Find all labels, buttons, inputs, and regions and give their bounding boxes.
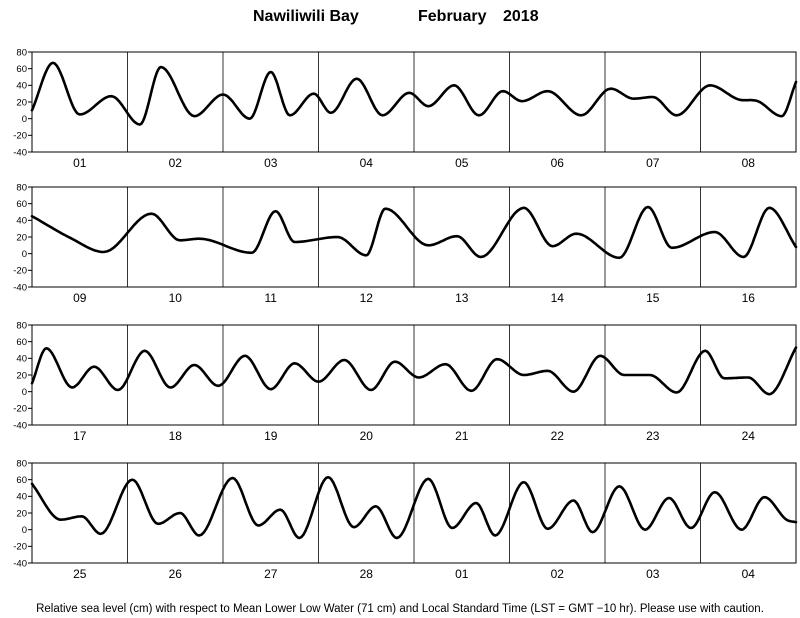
tide-curve [30, 61, 798, 126]
day-label: 04 [360, 156, 374, 170]
day-label: 17 [73, 429, 87, 443]
footer-note: Relative sea level (cm) with respect to … [36, 603, 764, 615]
y-tick-label: -40 [13, 147, 27, 158]
y-tick-label: 0 [22, 249, 27, 260]
day-label: 26 [169, 567, 183, 581]
y-tick-label: 40 [16, 81, 27, 92]
y-tick-label: 20 [16, 97, 27, 108]
day-label: 08 [742, 156, 756, 170]
day-label: 10 [169, 291, 183, 305]
station-title: Nawiliwili Bay [253, 8, 359, 25]
y-tick-label: 80 [16, 458, 27, 469]
day-label: 03 [264, 156, 278, 170]
panel-3: -40 -20 0 20 40 60 80 17 18 19 20 21 22 23 24 [13, 320, 798, 443]
day-label: 24 [742, 429, 756, 443]
tide-curve [30, 475, 798, 540]
y-tick-label: -40 [13, 420, 27, 431]
y-tick-label: 60 [16, 337, 27, 348]
tide-curve [30, 205, 798, 260]
y-tick-label: -20 [13, 542, 27, 553]
year-title: 2018 [503, 8, 539, 25]
y-tick-label: 40 [16, 216, 27, 227]
day-label: 28 [360, 567, 374, 581]
y-tick-label: 20 [16, 370, 27, 381]
day-label: 14 [551, 291, 565, 305]
y-tick-label: 40 [16, 354, 27, 365]
day-label: 19 [264, 429, 278, 443]
y-tick-label: 0 [22, 525, 27, 536]
y-tick-label: 80 [16, 320, 27, 331]
day-label: 27 [264, 567, 278, 581]
y-tick-label: 0 [22, 387, 27, 398]
day-label: 02 [169, 156, 183, 170]
day-label: 06 [551, 156, 565, 170]
y-tick-label: 40 [16, 492, 27, 503]
y-tick-label: -40 [13, 558, 27, 569]
day-label: 22 [551, 429, 565, 443]
day-label: 15 [646, 291, 660, 305]
month-title: February [418, 8, 487, 25]
day-label: 23 [646, 429, 660, 443]
day-label: 01 [73, 156, 87, 170]
day-label: 05 [455, 156, 469, 170]
day-label: 18 [169, 429, 183, 443]
y-tick-label: 20 [16, 232, 27, 243]
day-label: 16 [742, 291, 756, 305]
tide-curve [30, 346, 798, 396]
day-label: 11 [265, 291, 278, 305]
y-tick-label: 80 [16, 47, 27, 58]
day-label: 12 [360, 291, 374, 305]
day-label: 01 [455, 567, 469, 581]
day-label: 21 [455, 429, 469, 443]
panel-2: -40 -20 0 20 40 60 80 09 10 11 12 13 14 15 16 [13, 182, 798, 305]
y-tick-label: 20 [16, 508, 27, 519]
y-tick-label: -20 [13, 266, 27, 277]
day-label: 07 [646, 156, 660, 170]
y-tick-label: -40 [13, 282, 27, 293]
y-tick-label: -20 [13, 404, 27, 415]
day-label: 13 [455, 291, 469, 305]
y-tick-label: 60 [16, 475, 27, 486]
panel-1: -40 -20 0 20 40 60 80 01 02 03 04 05 06 07 08 [13, 47, 798, 170]
y-tick-label: 60 [16, 64, 27, 75]
panel-4: -40 -20 0 20 40 60 80 25 26 27 28 01 02 03 04 [13, 458, 798, 581]
y-tick-label: 60 [16, 199, 27, 210]
day-label: 04 [742, 567, 756, 581]
y-tick-label: 0 [22, 114, 27, 125]
day-label: 09 [73, 291, 87, 305]
day-label: 02 [551, 567, 565, 581]
y-tick-label: 80 [16, 182, 27, 193]
day-label: 25 [73, 567, 87, 581]
day-label: 20 [360, 429, 374, 443]
day-label: 03 [646, 567, 660, 581]
y-tick-label: -20 [13, 131, 27, 142]
